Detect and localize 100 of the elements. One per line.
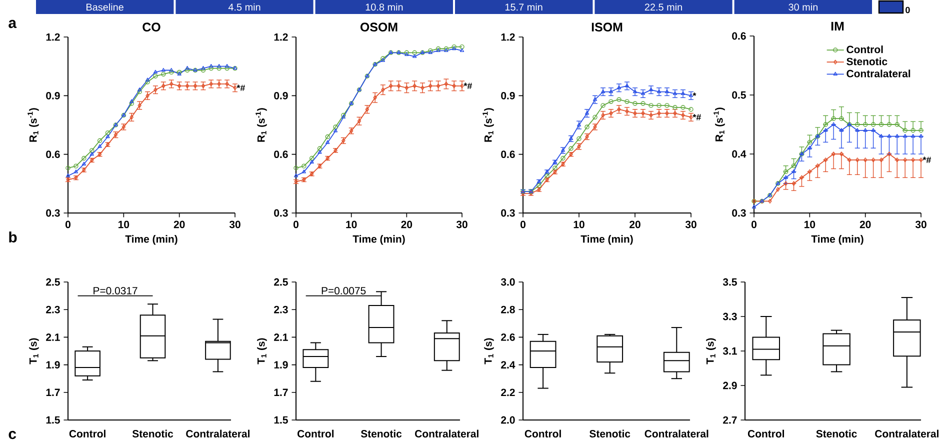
x-tick-label: Stenotic [816,430,857,438]
point [641,110,645,116]
point [633,110,637,116]
text: 22.5 min [644,3,682,11]
point [648,103,654,108]
point [74,164,78,168]
x-tick-label: 30 [456,220,468,228]
y-tick-label: 0.6 [274,150,288,158]
x-tick-label: 20 [174,220,185,228]
point [97,138,102,143]
y-tick-label: 2.6 [501,334,515,341]
y-axis-title: R$_{1}$ (s$^{-1}$) [256,108,267,142]
point [681,112,685,118]
point [592,114,598,120]
y-tick-label: 2.3 [46,306,60,314]
chart-title: IM [831,22,844,30]
x-tick-label: 20 [860,220,871,228]
point [412,84,416,88]
y-tick-label: 1.5 [274,416,288,424]
point [105,130,110,136]
text: *# [922,156,932,163]
y-tick-label: 1.2 [274,33,288,41]
point [373,95,377,100]
text: b [9,232,17,242]
point [632,101,638,106]
point [665,110,669,116]
point [396,84,401,88]
y-axis-title: R$_{1}$ (s$^{-1}$) [714,108,725,142]
y-tick-label: 0.9 [46,92,60,100]
x-tick-label: 0 [66,220,70,228]
x-tick-label: Contralateral [875,430,938,438]
y-tick-label: 2.5 [46,278,60,286]
y-tick-label: 0.4 [732,150,746,158]
point [302,170,306,174]
x-tick-label: 10 [574,220,584,228]
y-axis-title: R$_{1}$ (s$^{-1}$) [28,108,39,142]
x-axis-title: Time (min) [811,235,864,245]
point [302,164,306,168]
y-axis-title: T$_{1}$ (s) [29,338,39,364]
annotation: P=0.0317 [94,287,138,294]
point [200,68,206,73]
y-tick-label: 3.1 [722,347,737,355]
y-tick-label: 2.9 [723,382,737,390]
point [169,70,174,75]
point [389,84,393,88]
point [185,66,190,70]
text: *# [464,82,472,89]
y-tick-label: 1.2 [501,33,515,41]
point [436,84,440,88]
point [649,112,653,118]
y-tick-label: 0.3 [732,209,746,217]
text: *# [236,84,246,91]
point [600,89,606,94]
text: Baseline [86,3,124,11]
y-tick-label: 1.7 [274,388,288,396]
x-tick-label: 10 [804,220,816,228]
y-tick-label: 1.9 [46,361,60,369]
point [381,87,385,92]
legend-label: Contralateral [846,70,910,78]
point [609,110,613,116]
point [137,89,142,94]
y-axis-title: T$_{1}$ (s) [484,338,494,364]
x-tick-label: 20 [630,220,640,228]
point [552,166,558,170]
point [576,136,582,142]
text: a [8,20,17,28]
x-tick-label: Contralateral [415,430,478,438]
y-tick-label: 1.9 [274,361,288,369]
point [657,110,661,116]
x-tick-label: 0 [520,220,526,228]
y-axis-title: T$_{1}$ (s) [706,338,716,364]
point [309,156,314,161]
point [452,84,456,88]
point [82,156,86,161]
point [584,110,590,115]
point [208,66,214,71]
chart-title: OSOM [360,22,398,32]
point [162,84,166,88]
legend-label: Control [846,45,883,54]
point [592,97,598,101]
text: 0 [906,6,910,14]
point [584,124,590,130]
point [169,68,174,72]
y-axis-title: R$_{1}$ (s$^{-1}$) [482,108,494,142]
point [145,78,150,82]
point [412,54,417,58]
x-tick-label: Stenotic [590,430,630,438]
y-tick-label: 0.9 [501,92,515,100]
point [640,101,646,106]
point [224,66,230,71]
point [420,86,424,90]
x-tick-label: Control [524,430,561,438]
text: c [8,430,16,440]
point [326,140,330,144]
text: 4.5 min [228,3,260,11]
y-tick-label: 1.5 [46,416,60,424]
y-tick-label: 2.7 [723,416,737,424]
point [412,50,417,55]
point [616,97,622,102]
point [201,66,206,70]
